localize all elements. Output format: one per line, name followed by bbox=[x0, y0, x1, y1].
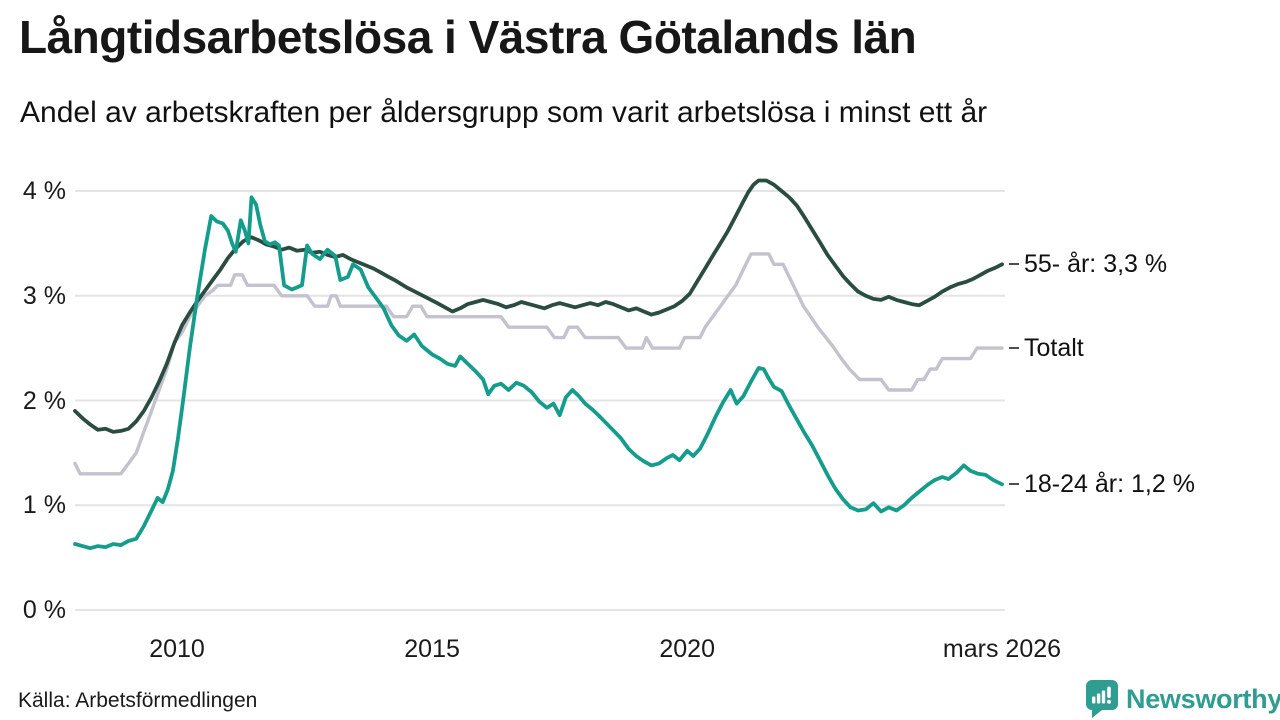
series-label-text: 18-24 år: 1,2 % bbox=[1024, 470, 1195, 499]
series-line-totalt bbox=[73, 252, 1004, 476]
y-axis-tick-label: 0 % bbox=[22, 596, 66, 624]
series-line-55-r bbox=[73, 178, 1004, 434]
label-tick-dash bbox=[1009, 263, 1019, 266]
series-line-18-24-r bbox=[73, 195, 1004, 551]
y-axis-tick-label: 1 % bbox=[22, 491, 66, 520]
x-axis-tick-label: 2010 bbox=[149, 635, 205, 663]
series-label-text: Totalt bbox=[1024, 334, 1084, 363]
y-axis-tick-label: 4 % bbox=[22, 177, 66, 205]
series-label-text: 55- år: 3,3 % bbox=[1024, 250, 1168, 279]
chart-subtitle: Andel av arbetskraften per åldersgrupp s… bbox=[20, 96, 988, 129]
y-axis-tick-label: 2 % bbox=[22, 386, 66, 415]
newsworthy-logo: Newsworthy bbox=[1084, 679, 1280, 719]
series-end-label-totalt: Totalt bbox=[1009, 333, 1084, 363]
series-end-label-18-24-ar: 18-24 år: 1,2 % bbox=[1009, 469, 1195, 499]
newsworthy-logo-icon bbox=[1086, 680, 1118, 718]
x-axis-tick-label: mars 2026 bbox=[942, 635, 1062, 663]
x-axis-tick-label: 2020 bbox=[659, 635, 715, 663]
series-end-label-55-ar: 55- år: 3,3 % bbox=[1009, 249, 1167, 279]
newsworthy-logo-text: Newsworthy bbox=[1126, 683, 1280, 714]
source-attribution: Källa: Arbetsförmedlingen bbox=[18, 689, 258, 712]
label-tick-dash bbox=[1009, 483, 1019, 486]
x-axis-tick-label: 2015 bbox=[404, 635, 460, 663]
label-tick-dash bbox=[1009, 347, 1019, 350]
page-title: Långtidsarbetslösa i Västra Götalands lä… bbox=[19, 11, 917, 63]
y-axis-tick-label: 3 % bbox=[22, 281, 66, 310]
